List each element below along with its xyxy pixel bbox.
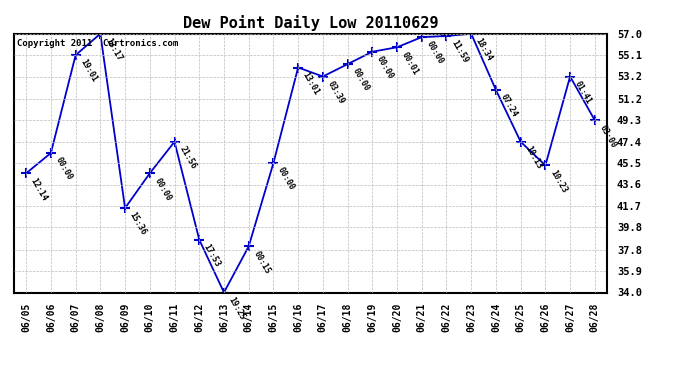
Text: 13:17: 13:17 bbox=[103, 36, 124, 63]
Text: 00:00: 00:00 bbox=[375, 54, 395, 81]
Title: Dew Point Daily Low 20110629: Dew Point Daily Low 20110629 bbox=[183, 15, 438, 31]
Text: 15:36: 15:36 bbox=[128, 211, 148, 237]
Text: 00:00: 00:00 bbox=[276, 166, 297, 192]
Text: 12:14: 12:14 bbox=[29, 176, 49, 202]
Text: 00:00: 00:00 bbox=[54, 156, 74, 182]
Text: 19:25: 19:25 bbox=[227, 295, 247, 321]
Text: 00:00: 00:00 bbox=[424, 40, 445, 66]
Text: 10:13: 10:13 bbox=[524, 144, 544, 171]
Text: 00:00: 00:00 bbox=[152, 176, 173, 202]
Text: 19:01: 19:01 bbox=[79, 58, 99, 84]
Text: 18:34: 18:34 bbox=[474, 36, 494, 63]
Text: 07:24: 07:24 bbox=[499, 93, 519, 119]
Text: 00:00: 00:00 bbox=[351, 67, 371, 93]
Text: 03:00: 03:00 bbox=[598, 123, 618, 149]
Text: 11:59: 11:59 bbox=[449, 39, 470, 65]
Text: 00:01: 00:01 bbox=[400, 50, 420, 76]
Text: 03:39: 03:39 bbox=[326, 79, 346, 105]
Text: 13:01: 13:01 bbox=[301, 70, 322, 96]
Text: Copyright 2011  Cartronics.com: Copyright 2011 Cartronics.com bbox=[17, 39, 178, 48]
Text: 00:15: 00:15 bbox=[251, 249, 272, 275]
Text: 21:56: 21:56 bbox=[177, 144, 197, 171]
Text: 10:23: 10:23 bbox=[548, 168, 569, 194]
Text: 01:41: 01:41 bbox=[573, 79, 593, 105]
Text: 17:53: 17:53 bbox=[202, 242, 222, 268]
